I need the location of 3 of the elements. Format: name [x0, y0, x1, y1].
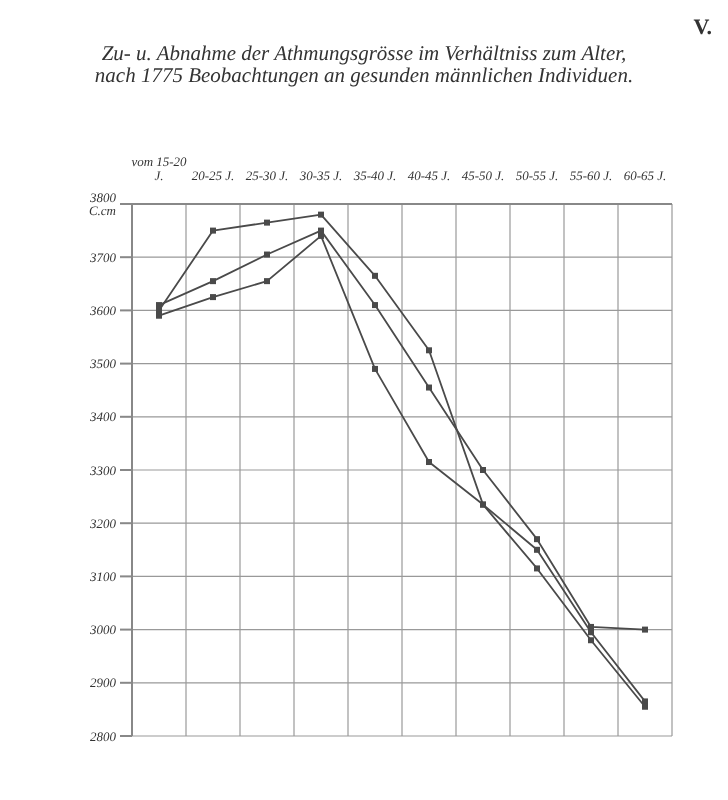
chart-title: Zu- u. Abnahme der Athmungsgrösse im Verhältniss zum Alter,	[101, 44, 627, 66]
chart-subtitle: nach 1775 Beobachtungen an gesunden männlichen Individuen.	[92, 66, 636, 88]
text: V.	[693, 16, 712, 40]
